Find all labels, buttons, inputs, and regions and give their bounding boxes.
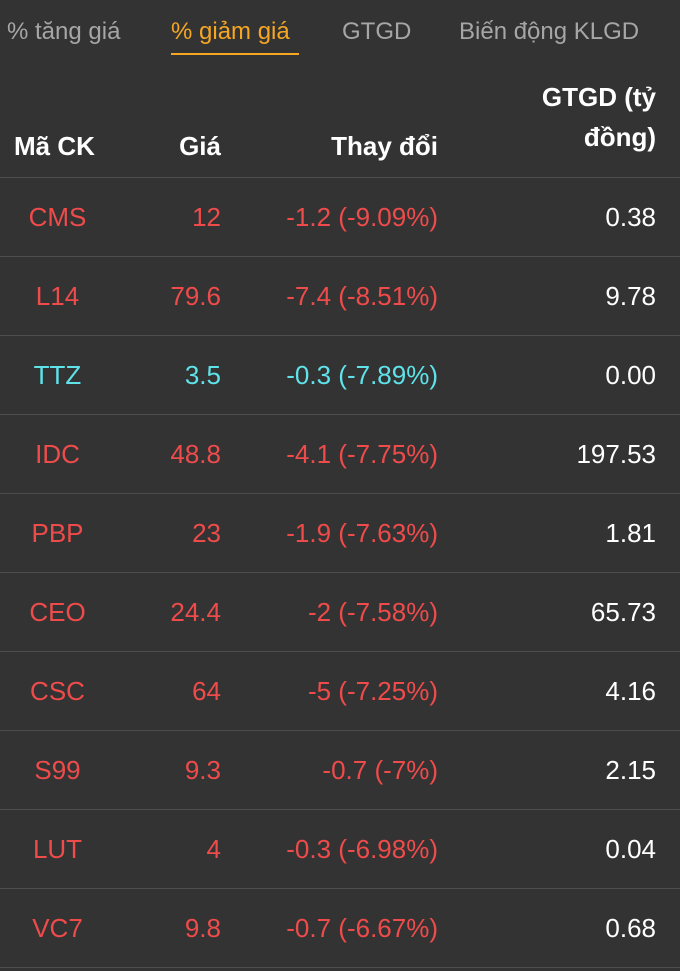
row-symbol[interactable]: S99 [34, 755, 81, 785]
table-row[interactable]: TTZ 3.5 -0.3 (-7.89%) 0.00 [0, 336, 680, 415]
row-value: 197.53 [576, 439, 656, 469]
row-price: 12 [192, 202, 221, 232]
row-change: -0.3 (-7.89%) [286, 360, 438, 390]
table-row[interactable]: L14 79.6 -7.4 (-8.51%) 9.78 [0, 257, 680, 336]
table-row[interactable]: CMS 12 -1.2 (-9.09%) 0.38 [0, 178, 680, 257]
row-value: 9.78 [605, 281, 656, 311]
row-change: -7.4 (-8.51%) [286, 281, 438, 311]
row-value: 0.04 [605, 834, 656, 864]
row-change: -0.3 (-6.98%) [286, 834, 438, 864]
header-change: Thay đổi [331, 131, 438, 161]
table-row[interactable]: LUT 4 -0.3 (-6.98%) 0.04 [0, 810, 680, 889]
table-row[interactable]: VC7 9.8 -0.7 (-6.67%) 0.68 [0, 889, 680, 968]
table-row[interactable]: IDC 48.8 -4.1 (-7.75%) 197.53 [0, 415, 680, 494]
table-row[interactable]: CEO 24.4 -2 (-7.58%) 65.73 [0, 573, 680, 652]
row-change: -1.2 (-9.09%) [286, 202, 438, 232]
header-price: Giá [179, 131, 221, 161]
row-value: 0.68 [605, 913, 656, 943]
row-symbol[interactable]: IDC [35, 439, 80, 469]
row-symbol[interactable]: L14 [35, 281, 80, 311]
tab-bar: % tăng giá % giảm giá GTGD Biến động KLG… [0, 0, 680, 60]
table-row[interactable]: PBP 23 -1.9 (-7.63%) 1.81 [0, 494, 680, 573]
table-row[interactable]: S99 9.3 -0.7 (-7%) 2.15 [0, 731, 680, 810]
row-change: -0.7 (-6.67%) [286, 913, 438, 943]
row-value: 2.15 [605, 755, 656, 785]
tab-gainers[interactable]: % tăng giá [7, 18, 121, 45]
tab-losers[interactable]: % giảm giá [171, 18, 290, 45]
row-change: -5 (-7.25%) [307, 676, 438, 706]
tab-trading-value[interactable]: GTGD [342, 18, 412, 45]
row-symbol[interactable]: CSC [30, 676, 85, 706]
row-change: -0.7 (-7%) [322, 755, 438, 785]
table-header: Mã CK Giá Thay đổi GTGD (tỷ đồng) [0, 60, 680, 178]
tab-volume-change[interactable]: Biến động KLGD [459, 18, 640, 45]
row-symbol[interactable]: CMS [28, 202, 87, 232]
active-tab-underline [171, 53, 299, 55]
table-row[interactable]: CSC 64 -5 (-7.25%) 4.16 [0, 652, 680, 731]
header-symbol: Mã CK [14, 131, 95, 161]
row-value: 65.73 [590, 597, 656, 627]
row-price: 4 [206, 834, 221, 864]
row-price: 23 [192, 518, 221, 548]
row-symbol[interactable]: LUT [32, 834, 83, 864]
row-value: 0.00 [605, 360, 656, 390]
row-symbol[interactable]: CEO [29, 597, 86, 627]
row-price: 48.8 [170, 439, 221, 469]
row-symbol[interactable]: VC7 [32, 913, 83, 943]
row-price: 79.6 [170, 281, 221, 311]
row-symbol[interactable]: PBP [31, 518, 84, 548]
row-change: -4.1 (-7.75%) [286, 439, 438, 469]
row-price: 9.8 [184, 913, 221, 943]
row-price: 64 [192, 676, 221, 706]
header-value-line2: đồng) [583, 122, 656, 152]
stock-table: CMS 12 -1.2 (-9.09%) 0.38 L14 79.6 -7.4 (-8.51… [0, 178, 680, 968]
row-change: -1.9 (-7.63%) [286, 518, 438, 548]
row-symbol[interactable]: TTZ [33, 360, 82, 390]
row-value: 1.81 [605, 518, 656, 548]
header-value-line1: GTGD (tỷ [541, 82, 656, 112]
row-price: 9.3 [184, 755, 221, 785]
row-price: 24.4 [170, 597, 221, 627]
row-value: 0.38 [605, 202, 656, 232]
row-change: -2 (-7.58%) [307, 597, 438, 627]
row-value: 4.16 [605, 676, 656, 706]
row-price: 3.5 [184, 360, 221, 390]
